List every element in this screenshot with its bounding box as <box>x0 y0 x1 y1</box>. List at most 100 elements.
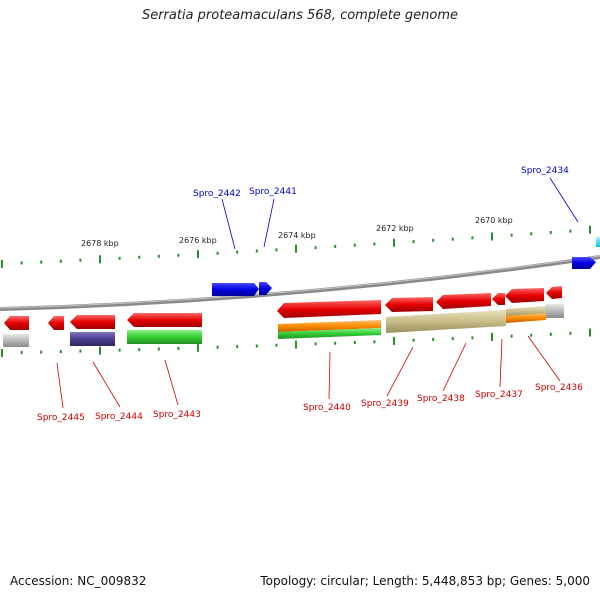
accession-text: Accession: NC_009832 <box>10 574 147 588</box>
minor-tick <box>236 250 239 254</box>
feature-tracks <box>3 304 564 347</box>
feature-olive[interactable] <box>386 310 506 333</box>
label-spro-2438: Spro_2438 <box>417 394 465 404</box>
gene-red-tiny[interactable] <box>492 293 505 305</box>
minor-tick <box>118 256 121 260</box>
minor-tick <box>138 255 141 259</box>
minor-tick <box>216 345 219 349</box>
minor-tick <box>20 351 23 354</box>
leader-spro-2436 <box>527 335 561 382</box>
gene-spro-2434[interactable] <box>572 257 596 269</box>
minor-tick <box>216 251 219 255</box>
genome-summary-text: Topology: circular; Length: 5,448,853 bp… <box>260 574 590 588</box>
minor-tick <box>353 341 356 344</box>
major-tick <box>99 346 101 355</box>
minor-tick <box>275 248 278 252</box>
leader-spro-2439 <box>386 346 414 397</box>
minor-tick <box>451 237 454 241</box>
gene-spro-2442[interactable] <box>212 283 259 296</box>
minor-tick <box>549 332 552 336</box>
minor-tick <box>530 333 533 337</box>
minor-tick <box>40 350 43 354</box>
label-leaders <box>56 177 579 409</box>
leader-spro-2440 <box>328 351 331 400</box>
label-spro-2436: Spro_2436 <box>535 383 583 393</box>
feature-purple[interactable] <box>70 332 115 346</box>
minor-tick <box>373 340 376 344</box>
minor-tick <box>432 337 435 341</box>
label-spro-2442: Spro_2442 <box>193 189 241 199</box>
minor-tick <box>118 348 121 352</box>
leader-spro-2441 <box>263 198 275 248</box>
minor-tick <box>412 240 415 244</box>
feature-gray-right[interactable] <box>546 304 564 318</box>
minor-tick <box>471 336 474 340</box>
leader-spro-2445 <box>56 362 64 409</box>
lower-tick-row <box>1 328 591 357</box>
minor-tick <box>314 342 317 346</box>
major-tick <box>589 328 591 337</box>
minor-tick <box>530 232 533 236</box>
feature-green-left[interactable] <box>127 330 202 344</box>
upper-tick-row <box>1 225 591 268</box>
leader-spro-2438 <box>442 342 467 392</box>
ruler-labels: 2678 kbp 2676 kbp 2674 kbp 2672 kbp 2670… <box>81 216 513 248</box>
major-tick <box>589 225 591 234</box>
minor-tick <box>412 338 415 342</box>
ruler-label: 2676 kbp <box>179 236 217 245</box>
major-tick <box>393 238 395 247</box>
gene-cyan-edge[interactable] <box>596 237 600 247</box>
minor-tick <box>334 341 337 345</box>
minor-tick <box>549 231 552 234</box>
gene-spro-2441[interactable] <box>259 282 272 295</box>
minor-tick <box>177 253 180 257</box>
gene-spro-2444[interactable] <box>70 315 115 329</box>
minor-tick <box>138 348 141 352</box>
major-tick <box>491 232 493 241</box>
forward-strand-genes <box>212 237 600 296</box>
minor-tick <box>451 337 454 341</box>
ruler-label: 2678 kbp <box>81 239 119 248</box>
major-tick <box>197 250 199 259</box>
minor-tick <box>510 334 513 338</box>
minor-tick <box>275 343 278 347</box>
major-tick <box>197 343 199 352</box>
gene-spro-2443[interactable] <box>127 313 202 327</box>
label-spro-2445: Spro_2445 <box>37 413 85 423</box>
major-tick <box>1 349 3 357</box>
gene-spro-2436[interactable] <box>546 286 562 299</box>
minor-tick <box>79 258 82 262</box>
minor-tick <box>569 331 572 335</box>
label-spro-2437: Spro_2437 <box>475 390 523 400</box>
gene-spro-2445[interactable] <box>4 316 29 330</box>
gene-spro-2440[interactable] <box>277 300 381 318</box>
minor-tick <box>255 249 258 253</box>
minor-tick <box>569 229 572 233</box>
minor-tick <box>157 254 160 258</box>
feature-green-mid[interactable] <box>278 328 381 339</box>
minor-tick <box>432 238 435 242</box>
minor-tick <box>59 350 62 354</box>
leader-spro-2444 <box>92 361 121 408</box>
label-spro-2444: Spro_2444 <box>95 412 143 422</box>
genome-backbone-highlight <box>0 255 600 309</box>
minor-tick <box>79 349 82 353</box>
label-spro-2443: Spro_2443 <box>153 410 201 420</box>
gene-spro-2439[interactable] <box>385 297 433 312</box>
minor-tick <box>373 242 376 246</box>
minor-tick <box>157 347 160 351</box>
feature-gray-left[interactable] <box>3 334 29 347</box>
gene-spro-2438[interactable] <box>436 293 491 309</box>
minor-tick <box>236 345 239 349</box>
label-spro-2439: Spro_2439 <box>361 399 409 409</box>
label-spro-2441: Spro_2441 <box>249 187 297 197</box>
minor-tick <box>334 244 337 248</box>
minor-tick <box>20 261 23 265</box>
minor-tick <box>471 236 474 240</box>
minor-tick <box>510 233 513 237</box>
gene-spro-2437[interactable] <box>505 288 544 303</box>
minor-tick <box>314 246 317 250</box>
gene-red-small[interactable] <box>48 316 64 330</box>
leader-spro-2437 <box>499 338 503 388</box>
feature-orange-right[interactable] <box>506 313 546 323</box>
